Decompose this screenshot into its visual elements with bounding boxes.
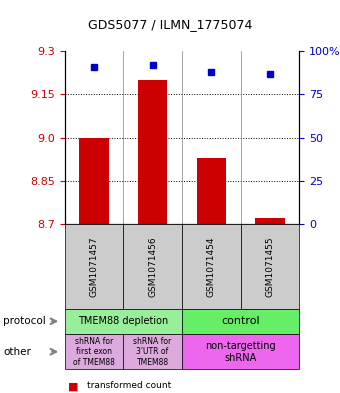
- Text: TMEM88 depletion: TMEM88 depletion: [78, 316, 168, 326]
- Bar: [255, 218, 285, 224]
- Bar: [197, 158, 226, 224]
- Bar: [79, 138, 108, 224]
- Text: GSM1071457: GSM1071457: [89, 236, 98, 297]
- Text: shRNA for
first exon
of TMEM88: shRNA for first exon of TMEM88: [73, 337, 115, 367]
- Text: transformed count: transformed count: [87, 381, 171, 390]
- Text: GDS5077 / ILMN_1775074: GDS5077 / ILMN_1775074: [88, 18, 252, 31]
- Text: ■: ■: [68, 381, 79, 391]
- Text: GSM1071456: GSM1071456: [148, 236, 157, 297]
- Text: non-targetting
shRNA: non-targetting shRNA: [205, 341, 276, 362]
- Text: other: other: [3, 347, 31, 357]
- Text: protocol: protocol: [3, 316, 46, 326]
- Bar: [138, 80, 167, 224]
- Text: shRNA for
3'UTR of
TMEM88: shRNA for 3'UTR of TMEM88: [133, 337, 172, 367]
- Text: GSM1071455: GSM1071455: [266, 236, 274, 297]
- Text: GSM1071454: GSM1071454: [207, 236, 216, 296]
- Text: control: control: [221, 316, 260, 326]
